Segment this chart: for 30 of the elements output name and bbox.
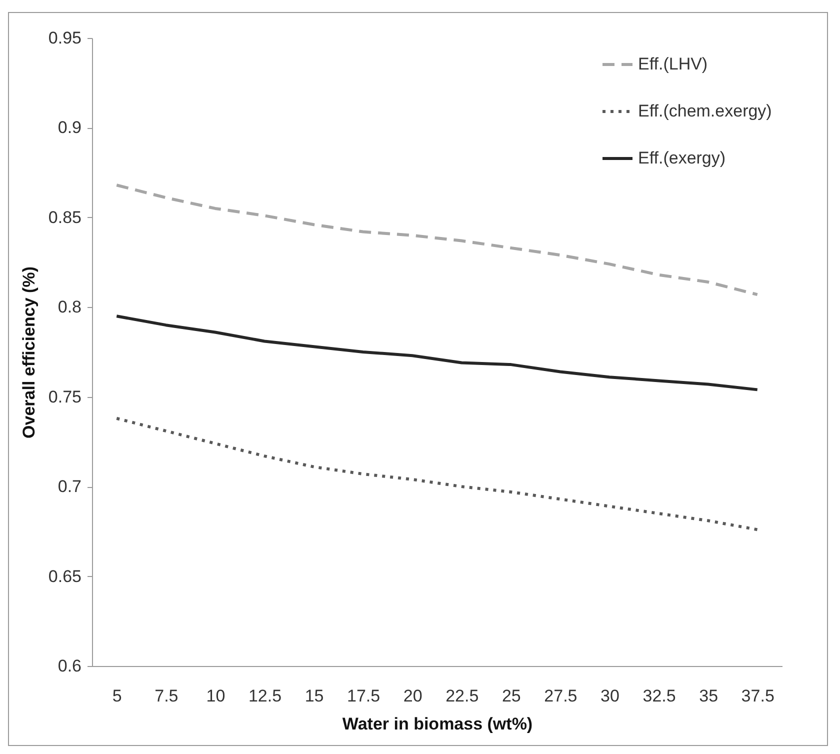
y-tick-label: 0.6 xyxy=(58,656,82,676)
legend-label: Eff.(LHV) xyxy=(638,54,708,74)
x-axis-title: Water in biomass (wt%) xyxy=(342,714,533,734)
y-tick-label: 0.95 xyxy=(48,28,82,48)
x-tick-label: 30 xyxy=(600,686,620,706)
x-tick-label: 5 xyxy=(112,686,122,706)
line-series xyxy=(115,184,759,296)
line-series xyxy=(115,314,759,392)
y-tick-label: 0.65 xyxy=(48,566,82,586)
y-tick-label: 0.9 xyxy=(58,118,82,138)
y-tick-label: 0.75 xyxy=(48,387,82,406)
y-tick-label: 0.8 xyxy=(58,298,82,317)
legend-label: Eff.(exergy) xyxy=(638,148,726,168)
x-tick-label: 35 xyxy=(699,686,718,706)
x-tick-label: 7.5 xyxy=(154,686,178,706)
x-tick-label: 25 xyxy=(502,686,521,706)
x-tick-label: 17.5 xyxy=(347,686,380,706)
x-tick-label: 12.5 xyxy=(248,686,282,706)
line-series xyxy=(115,416,759,532)
x-tick-label: 27.5 xyxy=(544,686,578,706)
y-axis-title: Overall efficiency (%) xyxy=(19,266,38,438)
x-tick-label: 20 xyxy=(403,686,422,706)
x-tick-label: 10 xyxy=(206,686,226,706)
x-tick-label: 22.5 xyxy=(446,686,479,706)
x-tick-label: 15 xyxy=(304,686,324,706)
x-tick-label: 37.5 xyxy=(741,686,774,706)
x-tick-label: 32.5 xyxy=(642,686,676,706)
legend-label: Eff.(chem.exergy) xyxy=(638,102,772,120)
y-tick-label: 0.7 xyxy=(58,477,82,496)
y-tick-label: 0.85 xyxy=(48,208,82,227)
